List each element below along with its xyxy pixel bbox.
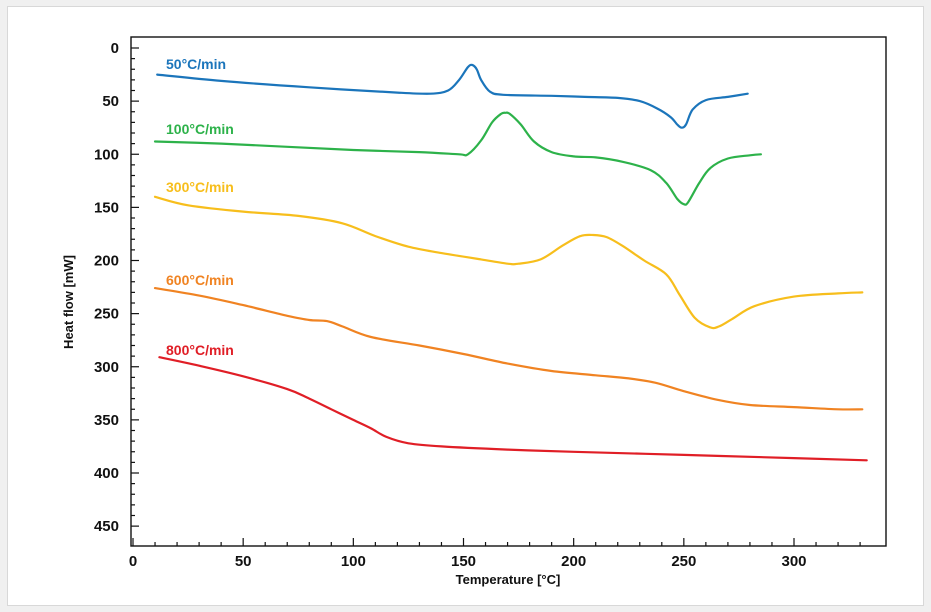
series-line-50cmin bbox=[156, 63, 749, 129]
x-tick-label: 200 bbox=[561, 553, 586, 570]
x-tick-label: 100 bbox=[341, 553, 366, 570]
y-tick-label: 0 bbox=[111, 40, 119, 57]
series-line-100cmin bbox=[153, 111, 762, 206]
y-tick-label: 200 bbox=[94, 253, 119, 270]
series-label-300cmin: 300°C/min bbox=[166, 179, 234, 195]
x-tick-label: 150 bbox=[451, 553, 476, 570]
series-line-300cmin bbox=[153, 195, 864, 330]
plot-layer bbox=[153, 63, 868, 462]
y-axis-title: Heat flow [mW] bbox=[61, 255, 76, 349]
x-tick-label: 0 bbox=[129, 553, 137, 570]
series-line-800cmin bbox=[158, 356, 868, 462]
series-label-800cmin: 800°C/min bbox=[166, 342, 234, 358]
plot-border bbox=[130, 36, 887, 547]
series-label-600cmin: 600°C/min bbox=[166, 272, 234, 288]
y-tick-label: 400 bbox=[94, 465, 119, 482]
series-label-100cmin: 100°C/min bbox=[166, 121, 234, 137]
x-tick-label: 50 bbox=[235, 553, 252, 570]
x-axis-title: Temperature [°C] bbox=[456, 572, 561, 587]
y-tick-label: 150 bbox=[94, 199, 119, 216]
axes-layer: 0 50 100 150 200 250 300 350 400 450 0 50 100 150 200 2… bbox=[94, 36, 887, 570]
series-line-600cmin bbox=[153, 287, 864, 411]
chart-frame bbox=[7, 6, 924, 606]
x-tick-label: 250 bbox=[671, 553, 696, 570]
y-tick-label: 50 bbox=[102, 93, 119, 110]
x-tick-label: 300 bbox=[781, 553, 806, 570]
y-tick-label: 250 bbox=[94, 306, 119, 323]
labels-layer: 50°C/min 100°C/min 300°C/min 600°C/min 800°C… bbox=[166, 56, 234, 358]
y-tick-label: 450 bbox=[94, 518, 119, 535]
y-tick-label: 100 bbox=[94, 146, 119, 163]
y-tick-label: 300 bbox=[94, 359, 119, 376]
series-label-50cmin: 50°C/min bbox=[166, 56, 226, 72]
y-tick-label: 350 bbox=[94, 412, 119, 429]
